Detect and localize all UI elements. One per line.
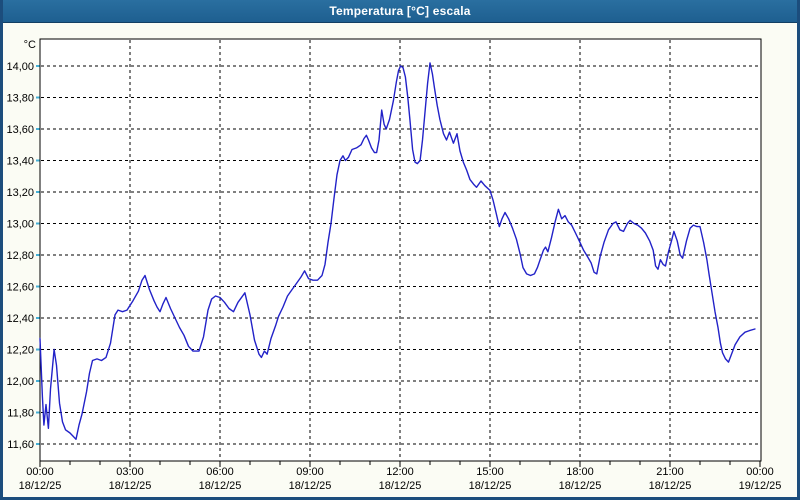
x-axis-date-label: 18/12/25 (109, 480, 152, 492)
y-axis-label: 11,60 (7, 439, 34, 451)
x-axis-date-label: 18/12/25 (199, 480, 242, 492)
y-axis-label: 13,00 (6, 219, 34, 231)
x-axis-date-label: 18/12/25 (19, 480, 62, 492)
x-axis-time-label: 00:00 (26, 466, 54, 478)
x-axis-time-label: 15:00 (476, 466, 504, 478)
y-axis-label: 11,80 (7, 408, 34, 420)
y-axis-label: 12,20 (6, 345, 34, 357)
x-axis-date-label: 18/12/25 (379, 480, 422, 492)
y-axis-label: 13,80 (6, 93, 34, 105)
y-axis-label: 13,20 (6, 187, 34, 199)
y-axis-label: 12,80 (6, 250, 34, 262)
x-axis-time-label: 12:00 (386, 466, 414, 478)
y-axis-label: 12,60 (6, 282, 34, 294)
y-axis-label: 14,00 (6, 61, 34, 73)
x-axis-time-label: 21:00 (656, 466, 684, 478)
x-axis-date-label: 18/12/25 (559, 480, 602, 492)
temperature-line (39, 62, 756, 440)
x-axis-time-label: 06:00 (206, 466, 234, 478)
window-title-bar: Temperatura [°C] escala (0, 0, 800, 23)
y-axis-label: 12,00 (6, 376, 34, 388)
y-axis-label: 13,40 (6, 156, 34, 168)
y-axis-unit-label: °C (24, 39, 36, 51)
x-axis-date-label: 18/12/25 (649, 480, 692, 492)
window-title: Temperatura [°C] escala (329, 4, 471, 18)
x-axis-date-label: 19/12/25 (739, 480, 782, 492)
x-axis-date-label: 18/12/25 (469, 480, 512, 492)
x-axis-time-label: 09:00 (296, 466, 324, 478)
x-axis-date-label: 18/12/25 (289, 480, 332, 492)
y-axis-label: 13,60 (6, 124, 34, 136)
x-axis-time-label: 18:00 (566, 466, 594, 478)
y-axis-label: 12,40 (6, 313, 34, 325)
x-axis-time-label: 00:00 (746, 466, 774, 478)
plot-border (39, 38, 762, 462)
x-axis-time-label: 03:00 (116, 466, 144, 478)
